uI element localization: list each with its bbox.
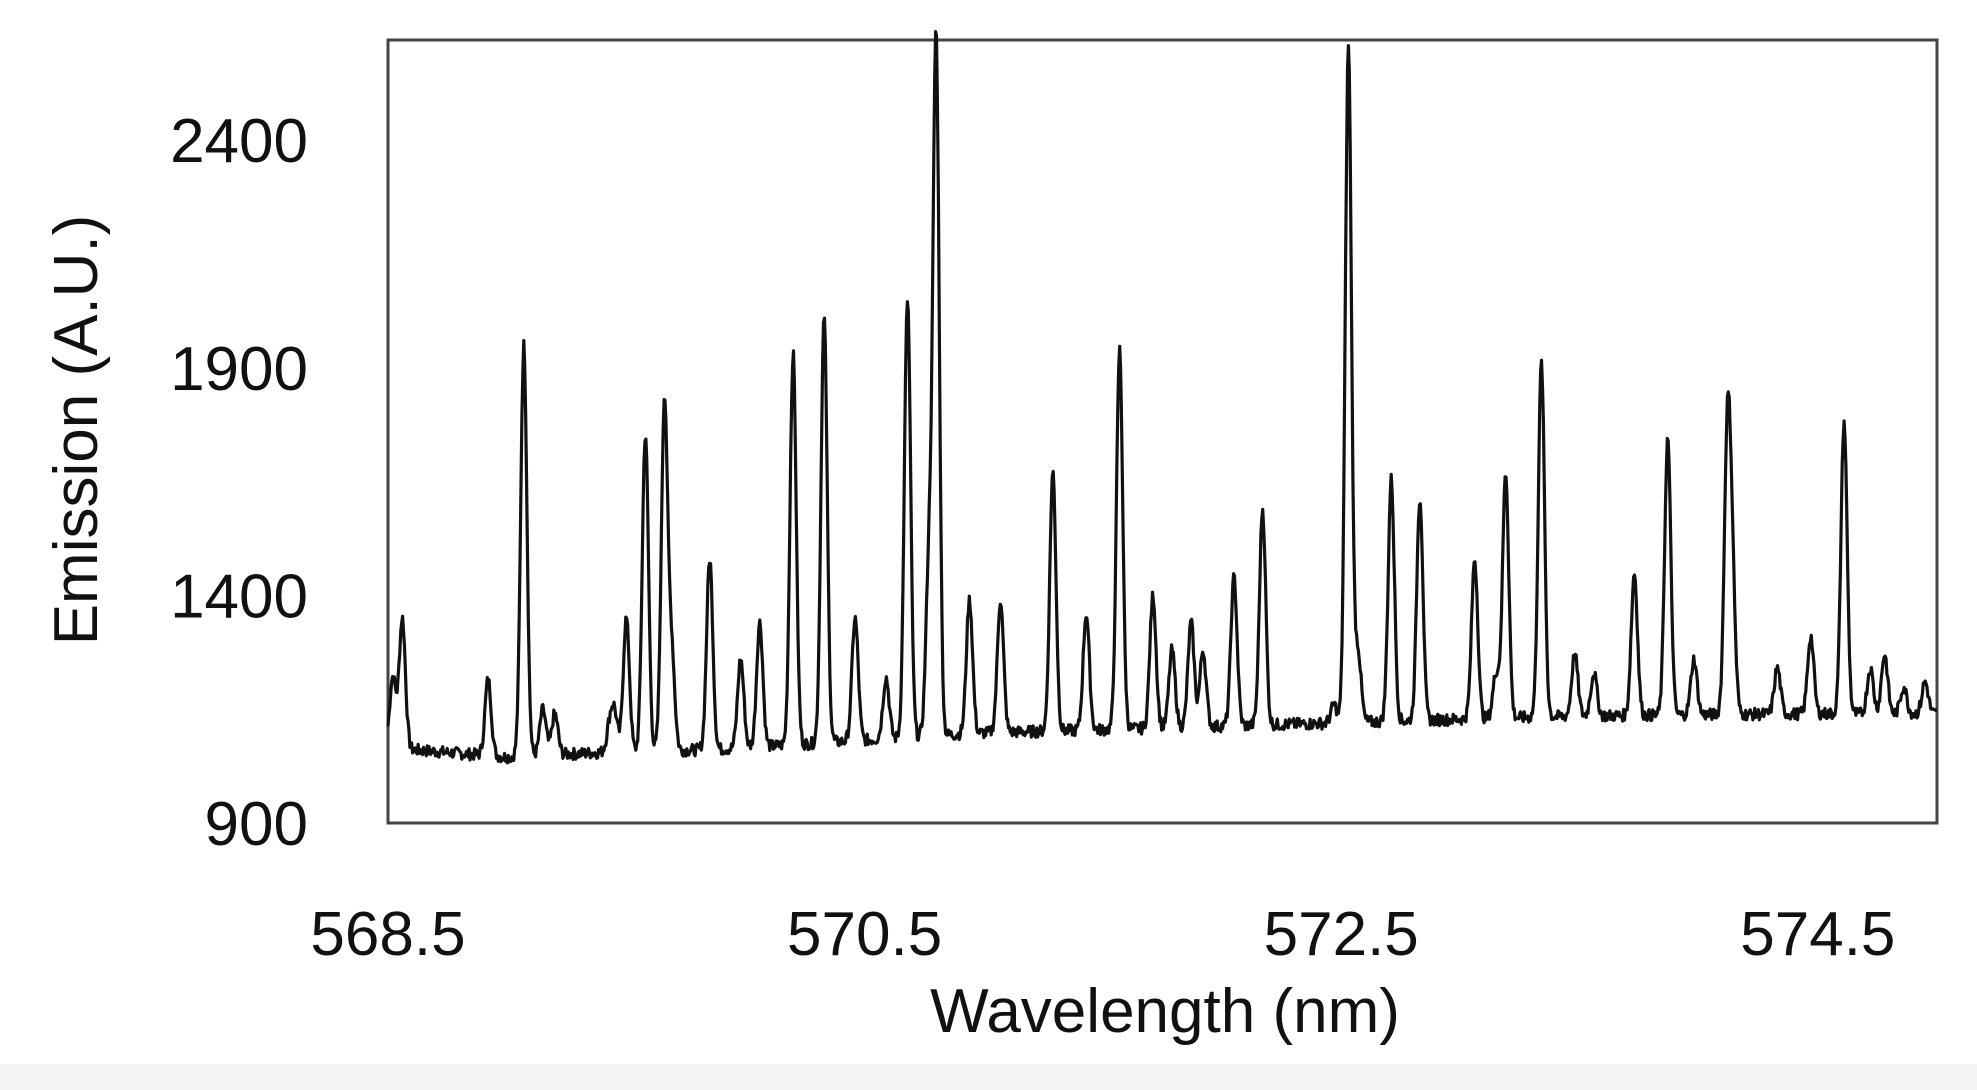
y-tick-label: 1400 — [170, 562, 308, 631]
spectrum-line-series — [386, 30, 1938, 765]
x-tick-label: 568.5 — [310, 900, 465, 969]
x-tick-label: 574.5 — [1740, 900, 1895, 969]
y-tick-labels: 900 1400 1900 2400 — [170, 107, 308, 859]
y-axis-label: Emission (A.U.) — [42, 215, 111, 646]
y-tick-label: 1900 — [170, 335, 308, 404]
x-tick-label: 572.5 — [1264, 900, 1419, 969]
x-tick-label: 570.5 — [787, 900, 942, 969]
x-tick-labels: 568.5 570.5 572.5 574.5 — [310, 900, 1895, 969]
plot-area-frame — [386, 38, 1939, 825]
y-tick-label: 2400 — [170, 107, 308, 176]
x-axis-label: Wavelength (nm) — [930, 977, 1400, 1046]
footer-strip — [0, 1064, 1977, 1090]
chart-svg: 900 1400 1900 2400 568.5 570.5 572.5 574.5 Wav… — [42, 30, 1939, 1046]
y-tick-label: 900 — [205, 790, 308, 859]
chart-figure: 900 1400 1900 2400 568.5 570.5 572.5 574.5 Wav… — [42, 30, 1939, 1046]
